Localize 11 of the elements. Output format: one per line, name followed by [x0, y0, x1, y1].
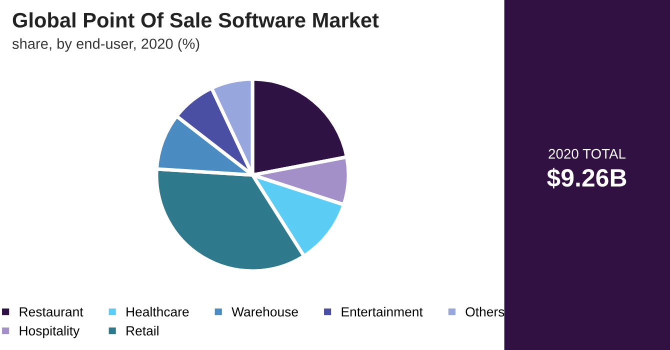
- legend-label: Retail: [126, 326, 158, 336]
- text: 2020 TOTAL: [548, 148, 626, 159]
- chart-title: Global Point Of Sale Software Market: [12, 12, 379, 28]
- legend-label: Others: [466, 306, 504, 317]
- legend-label: Entertainment: [342, 306, 423, 317]
- text: $9.26B: [547, 168, 626, 188]
- legend-label: Hospitality: [20, 326, 80, 338]
- legend-label: Restaurant: [20, 307, 84, 317]
- chart-subtitle: share, by end-user, 2020 (%): [12, 38, 200, 52]
- legend-label: Healthcare: [126, 306, 189, 317]
- legend-label: Warehouse: [232, 306, 298, 317]
